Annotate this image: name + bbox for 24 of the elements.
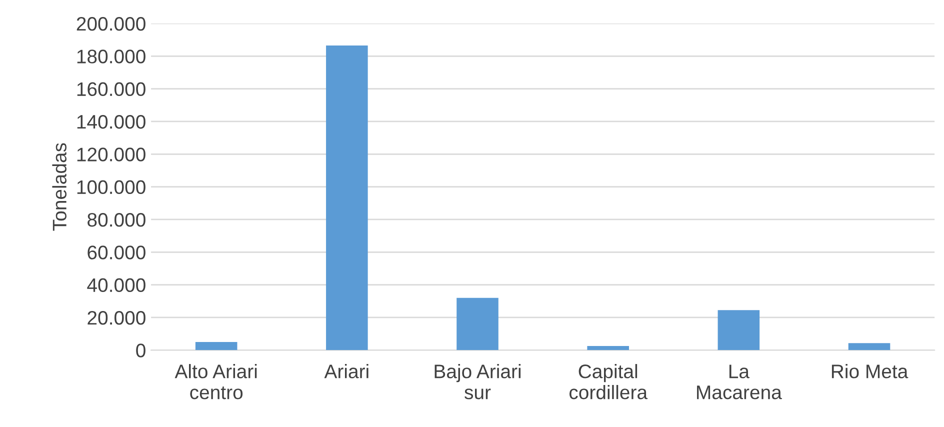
bar <box>326 46 368 350</box>
x-tick-label: La Macarena <box>697 364 782 400</box>
y-tick-label: 160.000 <box>77 82 146 96</box>
y-tick-label: 20.000 <box>88 310 146 325</box>
y-tick-label: 140.000 <box>77 114 146 129</box>
y-tick-label: 80.000 <box>88 212 146 227</box>
bar <box>848 343 890 350</box>
bar <box>456 298 498 350</box>
y-tick-label: 180.000 <box>77 50 146 64</box>
x-tick-label: Alto Ariari centro <box>174 364 257 400</box>
bar <box>195 342 238 350</box>
x-tick-label: Bajo Ariari sur <box>434 364 521 400</box>
y-tick-label: 100.000 <box>77 180 146 194</box>
bar <box>587 346 629 350</box>
x-tick-label: Rio Meta <box>832 364 908 378</box>
y-tick-label: 120.000 <box>77 148 146 162</box>
x-tick-label: Capital cordillera <box>569 364 648 400</box>
y-tick-label: 200.000 <box>76 16 146 31</box>
bar <box>718 310 760 350</box>
y-tick-label: 60.000 <box>88 246 146 260</box>
y-tick-label: 40.000 <box>87 278 146 292</box>
y-axis-title: Toneladas <box>52 143 66 231</box>
y-tick-label: 0 <box>136 344 146 358</box>
x-tick-label: Ariari <box>324 364 368 378</box>
